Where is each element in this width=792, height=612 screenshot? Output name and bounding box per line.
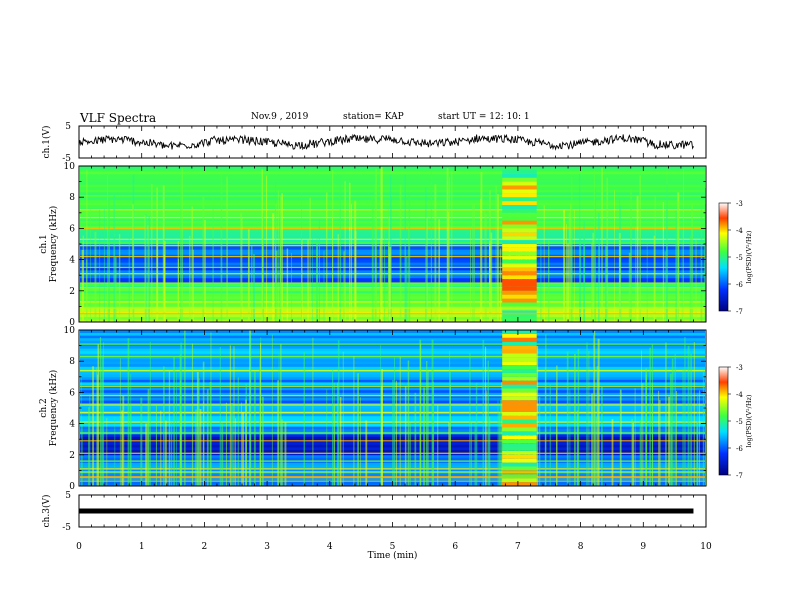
xtick-10: 10 bbox=[700, 542, 712, 552]
ch1-ylabel-channel: ch.1 bbox=[39, 234, 49, 253]
ch2-ylabel-channel: ch.2 bbox=[39, 398, 49, 417]
x-axis-label: Time (min) bbox=[368, 550, 418, 561]
ch1-colorbar-tick--6: -6 bbox=[736, 281, 743, 289]
xtick-1: 1 bbox=[139, 542, 145, 552]
ch2-ytick-6: 6 bbox=[69, 388, 75, 398]
ch1-ylabel: ch.1(V) bbox=[41, 126, 52, 159]
ch1-colorbar-tick--7: -7 bbox=[736, 308, 743, 316]
xtick-2: 2 bbox=[202, 542, 208, 552]
ch1-ylabel-frequency: Frequency (kHz) bbox=[48, 206, 59, 283]
ch1-colorbar-label: log(PSD)(V²/Hz) bbox=[745, 230, 753, 283]
start-time-label: start UT = 12: 10: 1 bbox=[438, 112, 530, 122]
station-label: station= KAP bbox=[343, 112, 404, 122]
ch2-colorbar-tick--3: -3 bbox=[736, 364, 743, 372]
ch1-waveform-line bbox=[78, 133, 694, 151]
xtick-8: 8 bbox=[578, 542, 584, 552]
ch2-ytick-10: 10 bbox=[64, 326, 76, 336]
ch2-colorbar-tick--4: -4 bbox=[736, 391, 743, 399]
ch2-colorbar bbox=[718, 366, 729, 476]
ch3-ytick-5: 5 bbox=[65, 491, 71, 501]
ch1-colorbar bbox=[718, 202, 729, 312]
spectrogram-1 bbox=[79, 166, 707, 323]
ch2-ytick-8: 8 bbox=[69, 357, 75, 367]
ch1-ytick-0: 0 bbox=[69, 318, 75, 328]
ch2-ytick-4: 4 bbox=[69, 420, 75, 430]
ch1-colorbar-tick--5: -5 bbox=[736, 254, 743, 262]
ch2-ytick-0: 0 bbox=[69, 482, 75, 492]
xtick-5: 5 bbox=[390, 542, 396, 552]
ch2-colorbar-label: log(PSD)(V²/Hz) bbox=[745, 394, 753, 447]
xtick-9: 9 bbox=[640, 542, 646, 552]
ch2-colorbar-tick--6: -6 bbox=[736, 445, 743, 453]
ch2-colorbar-tick--5: -5 bbox=[736, 418, 743, 426]
ch3-ytick--5: -5 bbox=[62, 523, 71, 533]
ch1-ytick-6: 6 bbox=[69, 224, 75, 234]
ch1-colorbar-tick--3: -3 bbox=[736, 200, 743, 208]
xtick-3: 3 bbox=[264, 542, 270, 552]
date-label: Nov.9 , 2019 bbox=[251, 112, 309, 122]
ch1-ytick-10: 10 bbox=[64, 162, 76, 172]
figure-title: VLF Spectra bbox=[80, 111, 157, 125]
ch1-colorbar-tick--4: -4 bbox=[736, 227, 743, 235]
ch1-ytick-4: 4 bbox=[69, 256, 75, 266]
ch1-ytick--5: -5 bbox=[62, 154, 71, 164]
ch1-ytick-8: 8 bbox=[69, 193, 75, 203]
xtick-7: 7 bbox=[515, 542, 521, 552]
spectrogram-2 bbox=[80, 330, 708, 487]
ch3-ylabel: ch.3(V) bbox=[41, 495, 52, 528]
ch1-ytick-5: 5 bbox=[65, 122, 71, 132]
ch2-ytick-2: 2 bbox=[69, 451, 75, 461]
xtick-4: 4 bbox=[327, 542, 333, 552]
xtick-0: 0 bbox=[76, 542, 82, 552]
ch2-colorbar-tick--7: -7 bbox=[736, 472, 743, 480]
xtick-6: 6 bbox=[452, 542, 458, 552]
ch2-ylabel-frequency: Frequency (kHz) bbox=[48, 370, 59, 447]
ch1-ytick-2: 2 bbox=[69, 287, 75, 297]
